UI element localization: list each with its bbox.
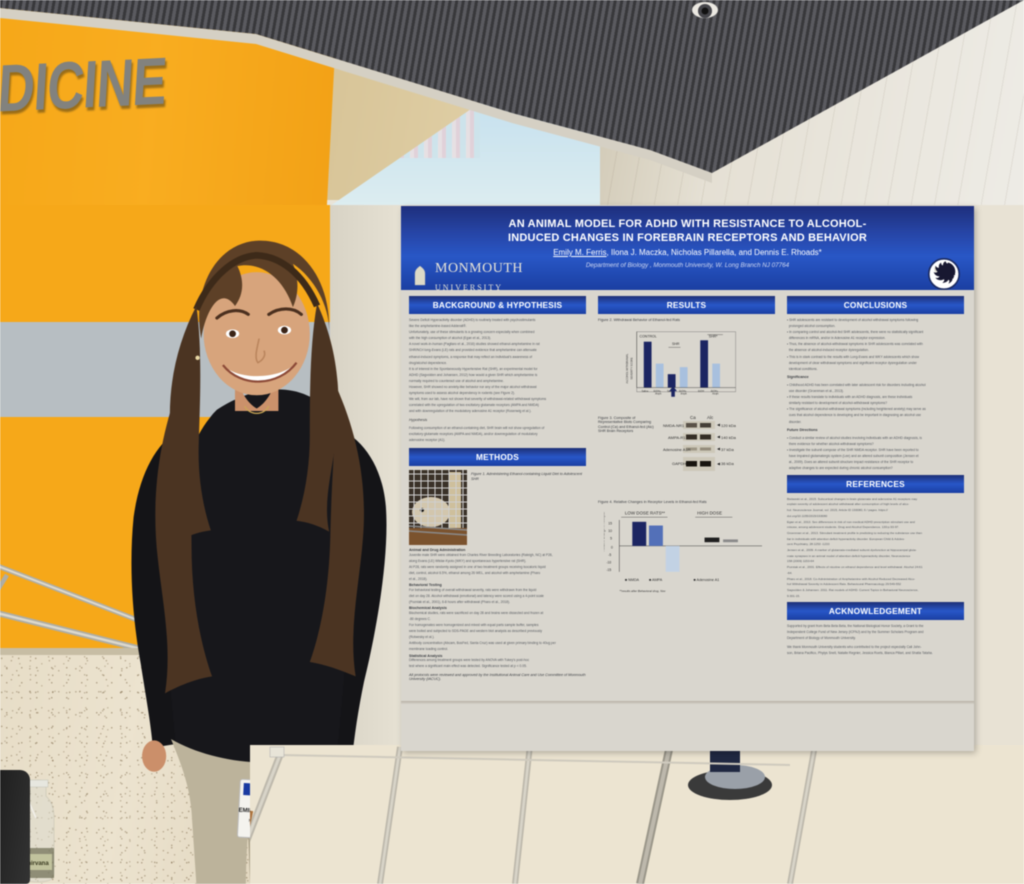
svg-text:Amph: Amph (680, 392, 687, 395)
svg-text:SEVERITY SCORE: SEVERITY SCORE (630, 357, 633, 379)
svg-text:Saline: Saline (642, 389, 649, 392)
svg-text:-5: -5 (608, 553, 611, 557)
svg-text:GAPDH: GAPDH (672, 461, 686, 466)
svg-text:Amph: Amph (712, 392, 719, 395)
svg-text:NMDA-NR1: NMDA-NR1 (663, 423, 685, 428)
svg-text:SHR*: SHR* (709, 334, 718, 338)
svg-text:CONTROL: CONTROL (640, 334, 657, 338)
svg-text:Ca: Ca (690, 415, 696, 420)
svg-text:37 kDa: 37 kDa (721, 447, 734, 452)
svg-text:SHR: SHR (672, 342, 680, 346)
svg-text:36 kDa: 36 kDa (721, 461, 734, 466)
svg-text:LOW DOSE RATS**: LOW DOSE RATS** (625, 511, 665, 516)
svg-text:Amph: Amph (655, 392, 662, 395)
svg-text:nirvana: nirvana (27, 861, 49, 867)
svg-text:Relative Change in Receptor: Relative Change in Receptor (604, 512, 606, 552)
svg-text:-10: -10 (606, 561, 611, 565)
svg-text:EtOH: EtOH (698, 389, 704, 392)
svg-text:AMPA-R1: AMPA-R1 (668, 435, 686, 440)
svg-text:■ NMDA: ■ NMDA (625, 578, 640, 582)
svg-text:Adenosine A1R: Adenosine A1R (663, 447, 691, 452)
svg-text:**results after Behavioral dru: **results after Behavioral drug, Nov (619, 589, 666, 593)
svg-text:ALCOHOL WITHDRAWAL: ALCOHOL WITHDRAWAL (626, 353, 629, 383)
svg-text:15: 15 (608, 522, 612, 526)
svg-text:Alc: Alc (707, 415, 714, 420)
svg-text:-15: -15 (606, 568, 611, 572)
svg-text:HIGH DOSE: HIGH DOSE (697, 511, 722, 516)
svg-text:10: 10 (608, 529, 612, 533)
svg-text:5: 5 (610, 537, 612, 541)
svg-text:■ AMPA: ■ AMPA (649, 578, 663, 582)
svg-text:120 kDa: 120 kDa (721, 423, 737, 428)
svg-text:0: 0 (611, 546, 613, 550)
svg-text:■ Adenosine A1: ■ Adenosine A1 (693, 578, 719, 582)
svg-text:140 kDa: 140 kDa (721, 435, 737, 440)
